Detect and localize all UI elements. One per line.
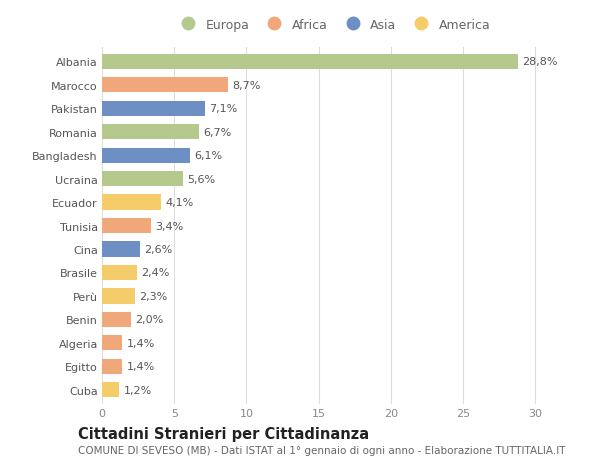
Text: 1,4%: 1,4% — [127, 362, 155, 371]
Text: 1,2%: 1,2% — [124, 385, 152, 395]
Text: 28,8%: 28,8% — [522, 57, 557, 67]
Bar — [102, 265, 137, 280]
Text: 6,7%: 6,7% — [203, 128, 232, 137]
Bar — [102, 148, 190, 163]
Bar — [102, 359, 122, 374]
Text: 2,6%: 2,6% — [144, 245, 172, 254]
Bar — [102, 78, 227, 93]
Text: 5,6%: 5,6% — [187, 174, 215, 184]
Text: 3,4%: 3,4% — [155, 221, 184, 231]
Bar — [102, 218, 151, 234]
Text: COMUNE DI SEVESO (MB) - Dati ISTAT al 1° gennaio di ogni anno - Elaborazione TUT: COMUNE DI SEVESO (MB) - Dati ISTAT al 1°… — [78, 445, 566, 455]
Bar — [102, 195, 161, 210]
Text: 6,1%: 6,1% — [194, 151, 223, 161]
Bar — [102, 55, 518, 70]
Text: 8,7%: 8,7% — [232, 81, 260, 90]
Text: 1,4%: 1,4% — [127, 338, 155, 348]
Bar — [102, 125, 199, 140]
Bar — [102, 336, 122, 351]
Bar — [102, 289, 135, 304]
Legend: Europa, Africa, Asia, America: Europa, Africa, Asia, America — [170, 13, 496, 36]
Bar — [102, 242, 140, 257]
Bar — [102, 101, 205, 117]
Text: 2,0%: 2,0% — [135, 315, 163, 325]
Text: 4,1%: 4,1% — [166, 198, 194, 207]
Bar — [102, 172, 183, 187]
Text: 7,1%: 7,1% — [209, 104, 237, 114]
Bar — [102, 312, 131, 327]
Text: Cittadini Stranieri per Cittadinanza: Cittadini Stranieri per Cittadinanza — [78, 426, 369, 441]
Bar — [102, 382, 119, 397]
Text: 2,4%: 2,4% — [141, 268, 169, 278]
Text: 2,3%: 2,3% — [140, 291, 168, 301]
